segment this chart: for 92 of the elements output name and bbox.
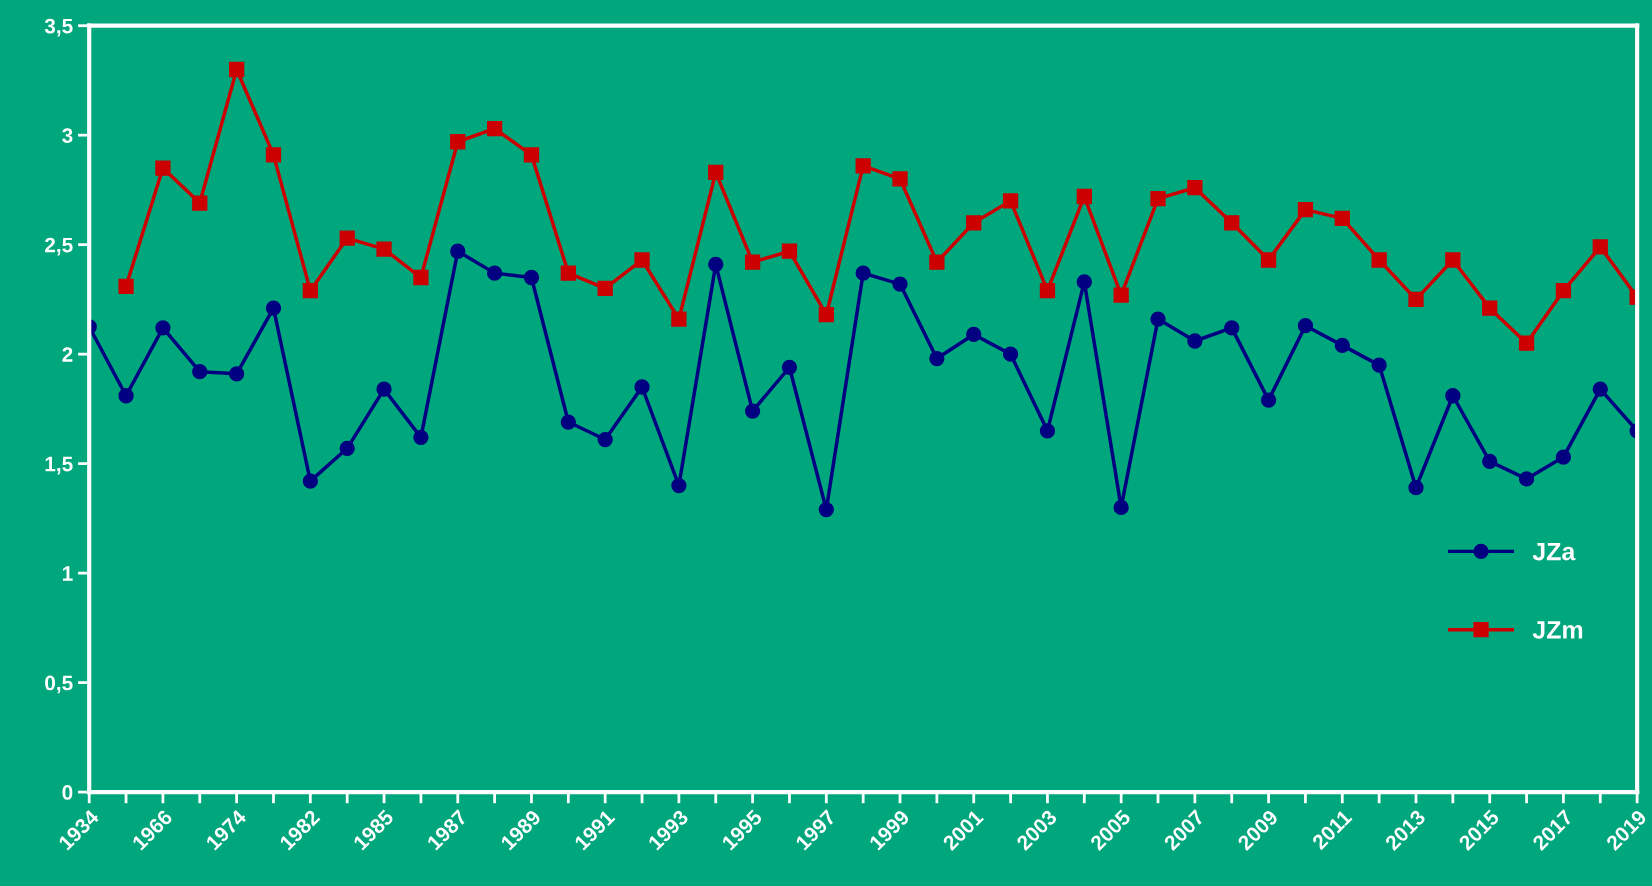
point [708, 256, 724, 273]
point [1371, 252, 1387, 268]
y-tick-label: 1,5 [45, 456, 73, 475]
point [486, 265, 503, 281]
point [929, 350, 945, 367]
y-tick-label: 3 [62, 128, 73, 143]
point [929, 254, 945, 270]
point [1113, 287, 1129, 303]
point [118, 388, 134, 404]
y-tick-label: 3,5 [44, 18, 73, 37]
point [560, 265, 576, 281]
point [1592, 381, 1608, 397]
point [671, 311, 687, 327]
point [118, 278, 134, 294]
point [1224, 320, 1240, 336]
point [1445, 252, 1461, 268]
point [1076, 274, 1092, 290]
point [744, 254, 761, 270]
point [486, 120, 503, 137]
point [966, 215, 982, 231]
y-tick-label: 2 [62, 347, 73, 362]
point [192, 364, 208, 380]
point [1408, 480, 1424, 496]
point [1002, 346, 1019, 362]
point [155, 160, 171, 176]
legend-label: JZa [1532, 542, 1576, 561]
point [1408, 291, 1424, 308]
point [1518, 471, 1535, 487]
point [1482, 453, 1498, 470]
point [818, 307, 834, 323]
point [744, 403, 761, 419]
point [634, 379, 650, 395]
point [1039, 283, 1056, 299]
point [1297, 201, 1314, 218]
point [892, 171, 908, 187]
point [1260, 252, 1277, 268]
point [413, 429, 429, 445]
point [781, 359, 798, 375]
point [818, 501, 834, 518]
point [265, 300, 282, 316]
point [1187, 333, 1203, 349]
point [892, 276, 908, 292]
point [1187, 180, 1203, 196]
y-tick-label: 2,5 [45, 237, 73, 256]
point [634, 252, 650, 268]
point [450, 134, 466, 150]
point [265, 147, 282, 163]
point [1482, 300, 1498, 316]
point [708, 164, 724, 181]
point [1445, 388, 1461, 404]
point [155, 320, 171, 336]
point [560, 414, 576, 430]
point [1076, 188, 1092, 205]
point [1518, 335, 1535, 351]
point [339, 230, 355, 246]
point [228, 366, 245, 382]
point [302, 473, 318, 489]
point [339, 440, 355, 456]
y-tick-label: 0,5 [45, 675, 73, 694]
point [1555, 449, 1572, 465]
point [413, 269, 429, 286]
point [597, 280, 613, 297]
point [1334, 210, 1350, 227]
point [523, 269, 540, 286]
point [376, 241, 392, 257]
legend-label: JZm [1532, 621, 1583, 639]
point [523, 147, 540, 163]
point [1592, 239, 1608, 255]
point [1260, 392, 1277, 408]
y-tick-label: 1 [62, 566, 73, 581]
point [1334, 337, 1350, 354]
y-tick-label: 0 [62, 785, 73, 800]
point [1002, 193, 1019, 209]
point [1039, 423, 1056, 439]
point [376, 381, 392, 397]
point [192, 195, 208, 211]
point [781, 243, 798, 259]
point [855, 265, 871, 281]
point [966, 326, 982, 343]
point [1150, 311, 1166, 327]
point [1371, 357, 1387, 373]
point [1150, 191, 1166, 207]
point [597, 431, 613, 448]
point [228, 61, 245, 78]
point [1297, 318, 1314, 334]
point [671, 477, 687, 494]
point [855, 158, 871, 174]
point [1113, 499, 1129, 516]
point [1224, 215, 1240, 231]
point [1555, 283, 1572, 299]
point [302, 283, 318, 299]
point [450, 243, 466, 259]
